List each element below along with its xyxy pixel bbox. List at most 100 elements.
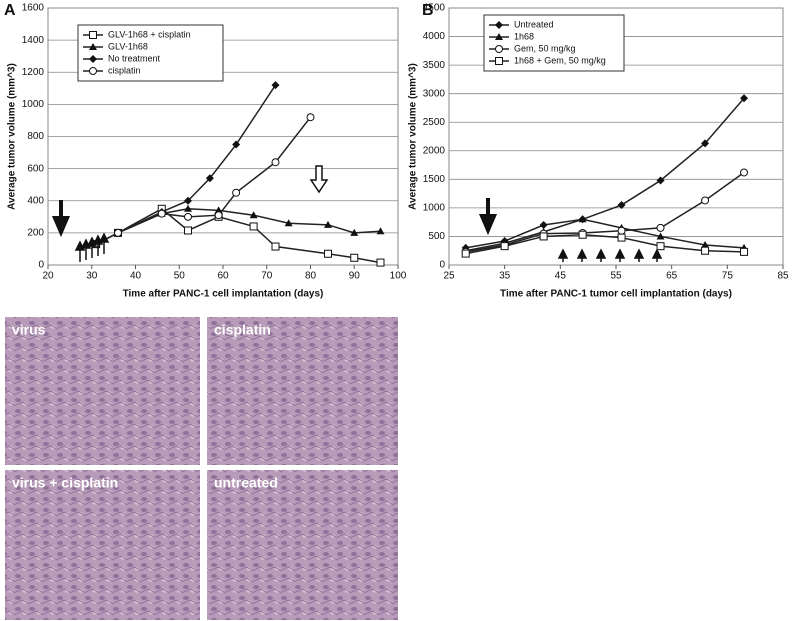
- series-line: [465, 171, 745, 253]
- y-tick-label: 3000: [423, 88, 446, 99]
- x-tick-label: 25: [443, 271, 455, 282]
- marker: [656, 242, 665, 251]
- legend-marker: [495, 21, 503, 29]
- marker: [184, 204, 192, 212]
- y-tick-label: 1600: [22, 3, 45, 14]
- marker: [324, 249, 332, 258]
- micrograph-label: cisplatin: [214, 322, 271, 338]
- marker: [701, 139, 710, 148]
- micrograph-label: untreated: [214, 475, 278, 491]
- legend-label: Untreated: [514, 19, 554, 29]
- marker: [656, 223, 665, 232]
- marker: [578, 215, 587, 223]
- panel-letter: A: [4, 2, 16, 19]
- x-tick-label: 65: [666, 271, 678, 282]
- legend-marker: [495, 57, 503, 65]
- x-tick-label: 70: [261, 271, 273, 282]
- marker: [539, 221, 548, 230]
- y-tick-label: 400: [27, 195, 44, 206]
- legend-label: GLV-1h68 + cisplatin: [108, 29, 191, 39]
- marker: [157, 209, 166, 218]
- y-tick-label: 200: [27, 228, 44, 239]
- y-tick-label: 1500: [423, 174, 446, 185]
- y-tick-label: 1000: [423, 203, 446, 214]
- legend-label: 1h68 + Gem, 50 mg/kg: [514, 55, 606, 65]
- y-tick-label: 1200: [22, 67, 45, 78]
- legend-label: cisplatin: [108, 65, 141, 75]
- legend-label: GLV-1h68: [108, 41, 148, 51]
- x-tick-label: 80: [305, 271, 317, 282]
- marker: [114, 228, 122, 237]
- marker: [701, 246, 710, 255]
- marker: [284, 219, 293, 227]
- x-tick-label: 85: [777, 271, 789, 282]
- marker: [350, 253, 359, 262]
- marker: [656, 176, 665, 185]
- micrograph: [207, 317, 398, 465]
- marker: [271, 242, 280, 251]
- marker: [350, 228, 359, 236]
- marker: [701, 241, 710, 249]
- x-axis-label: Time after PANC-1 tumor cell implantatio…: [500, 289, 732, 300]
- marker: [214, 211, 223, 220]
- x-tick-label: 75: [722, 271, 734, 282]
- marker: [184, 226, 192, 235]
- y-tick-label: 500: [428, 231, 445, 242]
- y-axis-label: Average tumor volume (mm^3): [7, 63, 18, 210]
- legend-marker: [495, 45, 503, 53]
- marker: [617, 233, 626, 242]
- y-tick-label: 1400: [22, 35, 45, 46]
- x-tick-label: 45: [555, 271, 567, 282]
- x-tick-label: 90: [349, 271, 361, 282]
- marker: [324, 220, 332, 228]
- x-tick-label: 20: [42, 271, 54, 282]
- marker: [740, 168, 749, 177]
- panel-letter: B: [422, 2, 434, 19]
- x-tick-label: 40: [130, 271, 142, 282]
- series-line: [465, 218, 745, 252]
- y-tick-label: 800: [27, 131, 44, 142]
- micrograph: [5, 470, 200, 620]
- marker: [740, 94, 749, 103]
- series-line: [465, 97, 745, 249]
- micrograph-label: virus: [12, 322, 46, 338]
- marker: [306, 113, 315, 122]
- legend-label: No treatment: [108, 53, 161, 63]
- marker: [249, 211, 258, 219]
- marker: [461, 249, 470, 258]
- x-axis-label: Time after PANC-1 cell implantation (day…: [123, 289, 324, 300]
- marker: [249, 222, 258, 231]
- legend-marker: [495, 33, 503, 40]
- marker: [578, 230, 587, 239]
- marker: [232, 140, 241, 149]
- x-tick-label: 30: [86, 271, 98, 282]
- marker: [500, 242, 509, 251]
- legend-marker: [89, 31, 97, 39]
- y-tick-label: 3500: [423, 60, 446, 71]
- marker: [271, 81, 280, 90]
- marker: [232, 188, 241, 197]
- marker: [539, 232, 548, 241]
- x-tick-label: 60: [217, 271, 229, 282]
- micrograph-label: virus + cisplatin: [12, 475, 118, 491]
- marker: [701, 196, 710, 205]
- y-tick-label: 1000: [22, 99, 45, 110]
- marker: [740, 247, 749, 256]
- marker: [205, 174, 214, 183]
- marker: [617, 226, 626, 235]
- legend-marker: [89, 67, 97, 75]
- y-tick-label: 600: [27, 163, 44, 174]
- marker: [656, 232, 665, 240]
- x-tick-label: 55: [610, 271, 622, 282]
- legend-marker: [89, 55, 97, 63]
- y-axis-label: Average tumor volume (mm^3): [408, 63, 419, 210]
- x-tick-label: 50: [174, 271, 186, 282]
- micrograph: [207, 470, 398, 620]
- series-line: [95, 207, 381, 264]
- marker: [376, 227, 385, 235]
- series-line: [465, 233, 745, 255]
- marker: [617, 201, 626, 210]
- series-line: [95, 116, 312, 245]
- marker: [271, 158, 280, 167]
